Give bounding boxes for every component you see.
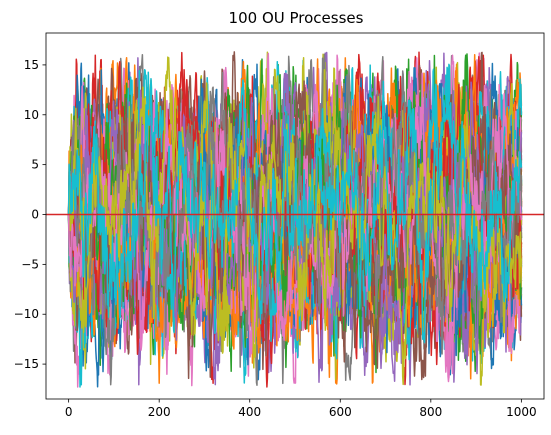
- x-tick-label: 1000: [506, 405, 537, 419]
- x-tick-label: 400: [238, 405, 261, 419]
- x-tick-label: 200: [148, 405, 171, 419]
- series-layer: [67, 51, 523, 388]
- y-tick-label: −5: [21, 257, 39, 271]
- y-tick-label: 5: [31, 158, 39, 172]
- ou-series-line: [67, 77, 523, 343]
- y-axis: −15 −10 −5 0 5 10 15: [14, 58, 46, 371]
- x-tick-label: 600: [329, 405, 352, 419]
- y-tick-label: −15: [14, 357, 39, 371]
- y-tick-label: −10: [14, 307, 39, 321]
- y-tick-label: 0: [31, 208, 39, 222]
- plot-frame: [45, 32, 545, 400]
- y-tick-label: 15: [24, 58, 39, 72]
- x-axis: 0 200 400 600 800 1000: [65, 399, 537, 419]
- x-tick-label: 800: [419, 405, 442, 419]
- chart-title: 100 OU Processes: [229, 9, 364, 27]
- x-tick-label: 0: [65, 405, 73, 419]
- y-tick-label: 10: [24, 108, 39, 122]
